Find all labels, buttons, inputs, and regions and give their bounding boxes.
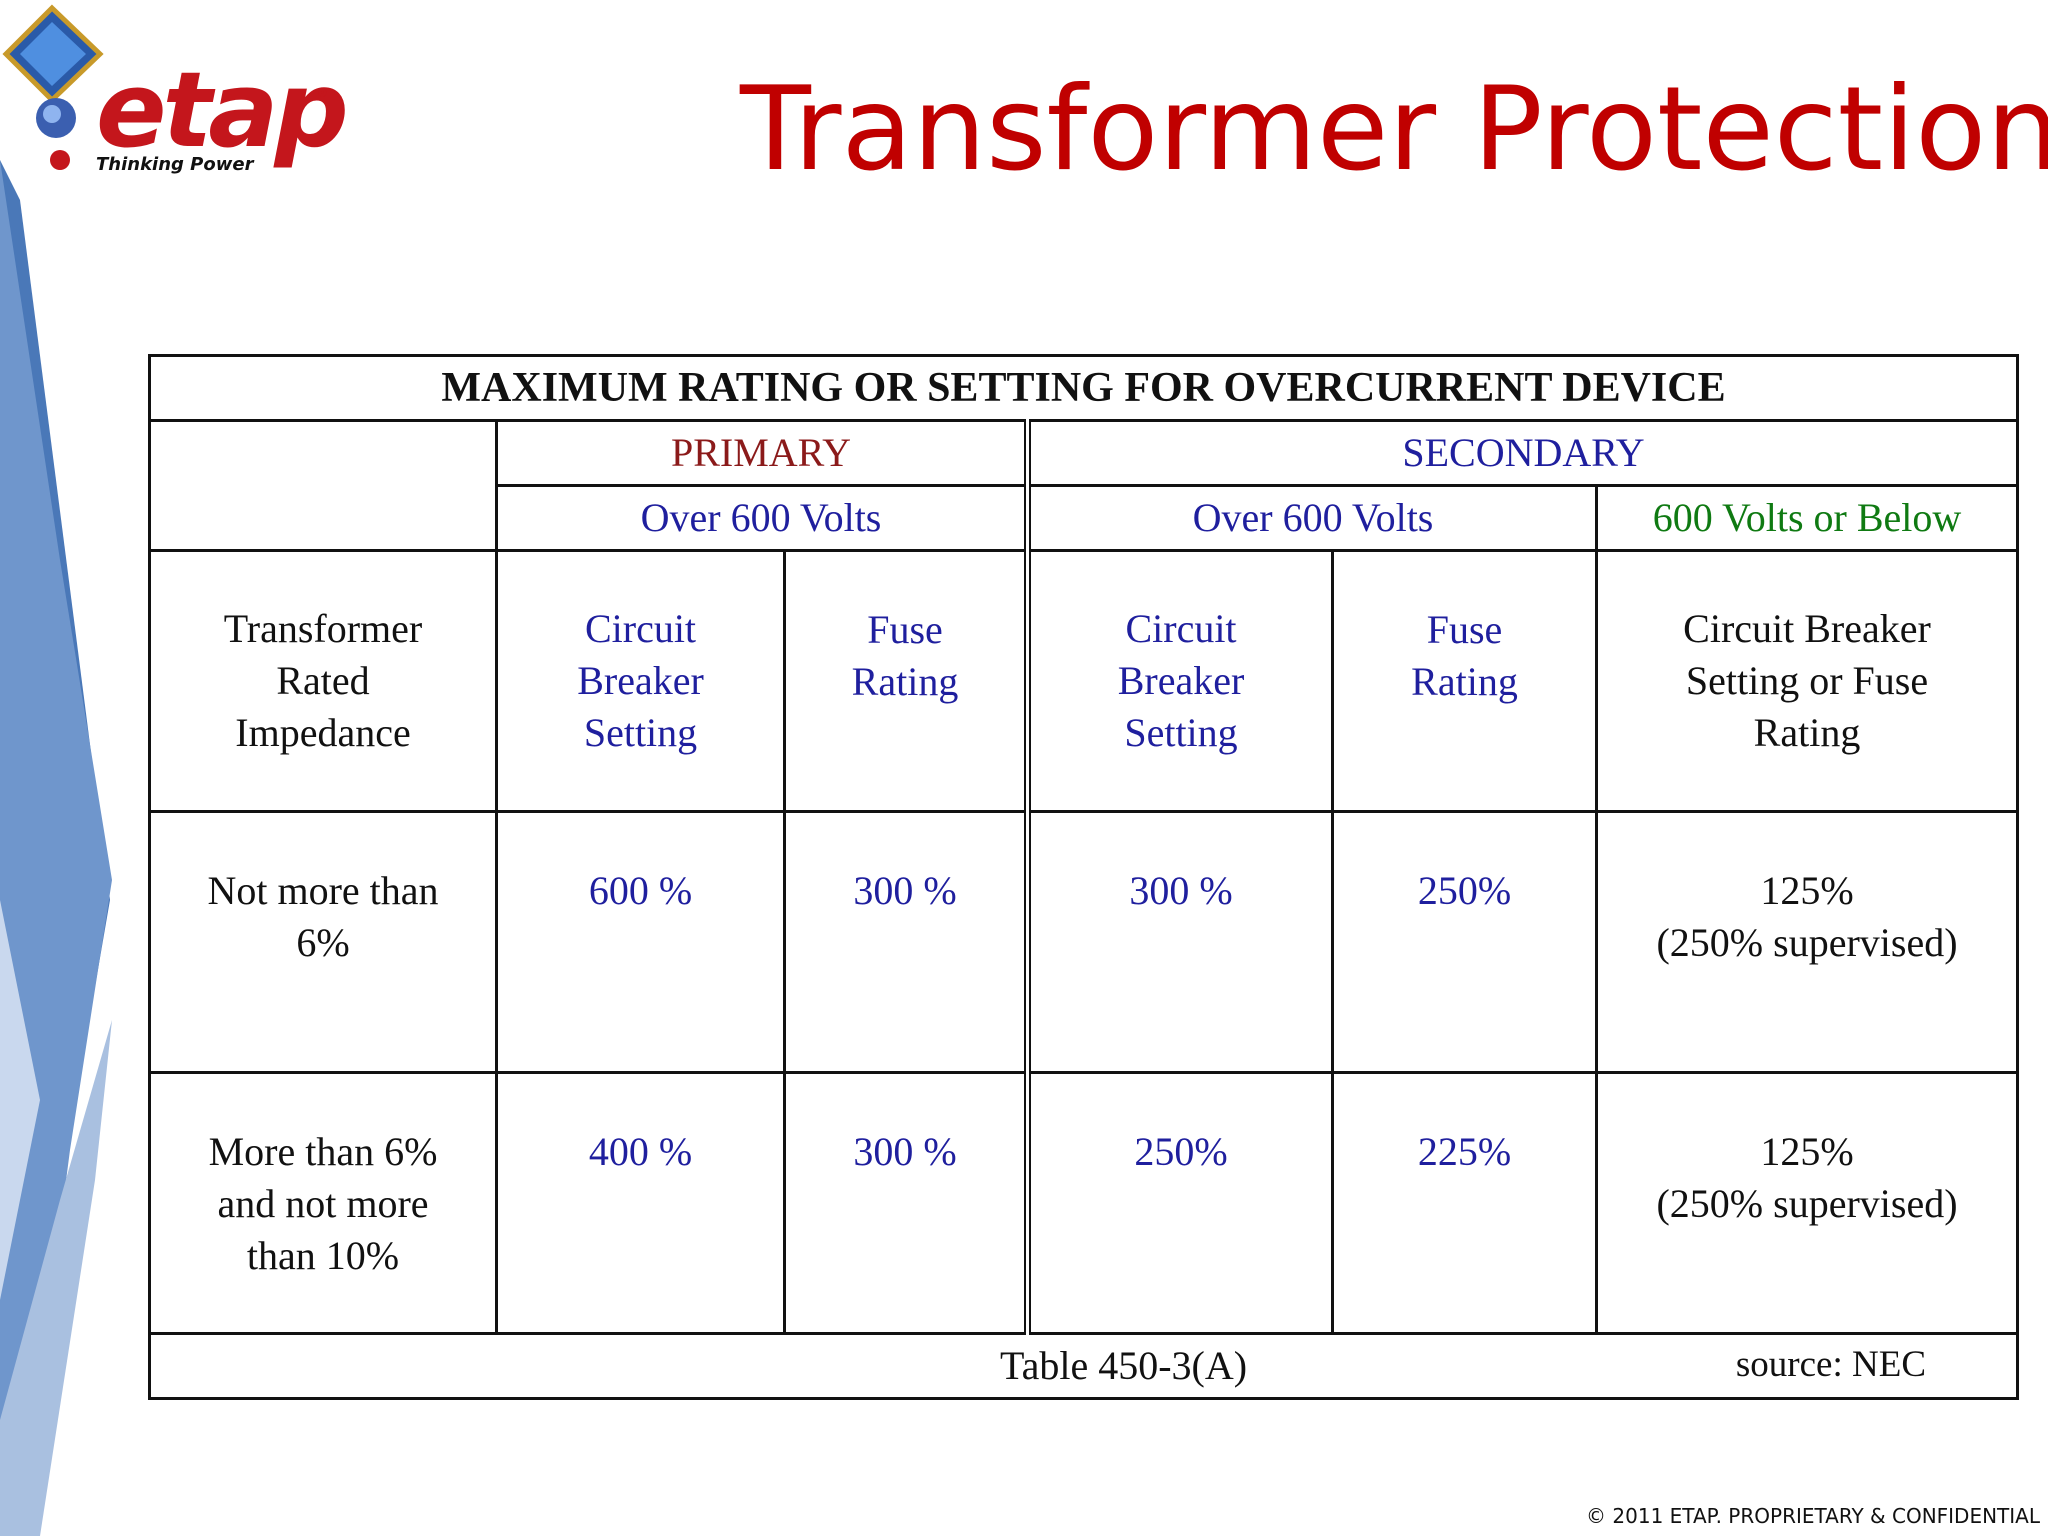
cell-line: 6%	[296, 920, 350, 965]
secondary-cb-cell: 300 %	[1024, 810, 1334, 1074]
table-row: Not more than 6% 600 % 300 % 300 % 250% …	[148, 810, 2020, 1074]
header-line: Setting or Fuse	[1685, 658, 1929, 703]
logo-wordmark: etap	[96, 49, 349, 171]
cell-line: 125%	[1760, 868, 1854, 913]
slide-title: Transformer Protection	[740, 62, 2048, 197]
table-footer: Table 450-3(A) source: NEC	[147, 1332, 2020, 1400]
blank-header-cell	[148, 419, 498, 552]
secondary-low-voltage-header: 600 Volts or Below	[1594, 484, 2020, 552]
secondary-fuse-cell: 250%	[1331, 810, 1598, 1074]
cell-line: Not more than	[207, 868, 439, 913]
table-row: More than 6% and not more than 10% 400 %…	[148, 1071, 2020, 1335]
secondary-fuse-cell: 225%	[1331, 1071, 1598, 1335]
primary-header: PRIMARY	[495, 419, 1029, 487]
header-line: Rating	[851, 659, 959, 704]
cell-line: More than 6%	[208, 1129, 438, 1174]
secondary-low-cell: 125% (250% supervised)	[1594, 1071, 2020, 1335]
header-line: Fuse	[1426, 607, 1503, 652]
col-header-impedance: Transformer Rated Impedance	[148, 549, 498, 813]
registered-mark: ®	[318, 86, 327, 100]
secondary-cb-cell: 250%	[1024, 1071, 1334, 1335]
header-line: Setting	[583, 710, 698, 755]
header-line: Impedance	[235, 710, 411, 755]
col-header-secondary-cb: Circuit Breaker Setting	[1024, 549, 1334, 813]
header-line: Setting	[1124, 710, 1238, 755]
cell-line: (250% supervised)	[1656, 920, 1958, 965]
secondary-low-cell: 125% (250% supervised)	[1594, 810, 2020, 1074]
header-line: Circuit Breaker	[1683, 606, 1931, 651]
logo-tagline: Thinking Power	[96, 154, 254, 175]
secondary-high-voltage-header: Over 600 Volts	[1024, 484, 1598, 552]
primary-cb-cell: 400 %	[495, 1071, 786, 1335]
header-line: Rating	[1411, 659, 1518, 704]
header-line: Breaker	[577, 658, 704, 703]
globe-diamond-icon	[2, 4, 104, 170]
table-source: source: NEC	[1735, 1344, 1927, 1385]
cell-line: 125%	[1760, 1129, 1854, 1174]
secondary-header: SECONDARY	[1023, 419, 2020, 487]
primary-fuse-cell: 300 %	[783, 1071, 1029, 1335]
col-header-secondary-low: Circuit Breaker Setting or Fuse Rating	[1594, 549, 2020, 813]
header-line: Circuit	[1125, 606, 1237, 651]
col-header-primary-cb: Circuit Breaker Setting	[495, 549, 786, 813]
header-line: Fuse	[867, 607, 943, 652]
copyright-notice: © 2011 ETAP. PROPRIETARY & CONFIDENTIAL	[1586, 1504, 2040, 1528]
header-line: Transformer	[223, 606, 423, 651]
header-line: Breaker	[1117, 658, 1245, 703]
cell-line: and not more	[217, 1181, 429, 1226]
cell-line: (250% supervised)	[1656, 1181, 1958, 1226]
table-title: MAXIMUM RATING OR SETTING FOR OVERCURREN…	[147, 354, 2020, 422]
header-line: Rating	[1753, 710, 1861, 755]
etap-logo: etap ® Thinking Power	[0, 0, 349, 185]
col-header-secondary-fuse: Fuse Rating	[1331, 549, 1598, 813]
col-header-primary-fuse: Fuse Rating	[783, 549, 1029, 813]
primary-fuse-cell: 300 %	[783, 810, 1029, 1074]
impedance-cell: More than 6% and not more than 10%	[148, 1071, 498, 1335]
table-reference: Table 450-3(A)	[999, 1343, 1248, 1388]
cell-line: than 10%	[246, 1233, 400, 1278]
decorative-ribbon	[0, 160, 112, 1536]
primary-cb-cell: 600 %	[495, 810, 786, 1074]
overcurrent-table: MAXIMUM RATING OR SETTING FOR OVERCURREN…	[147, 354, 2020, 1400]
impedance-cell: Not more than 6%	[148, 810, 498, 1074]
header-line: Rated	[276, 658, 370, 703]
header-line: Circuit	[584, 606, 697, 651]
primary-voltage-header: Over 600 Volts	[495, 484, 1029, 552]
